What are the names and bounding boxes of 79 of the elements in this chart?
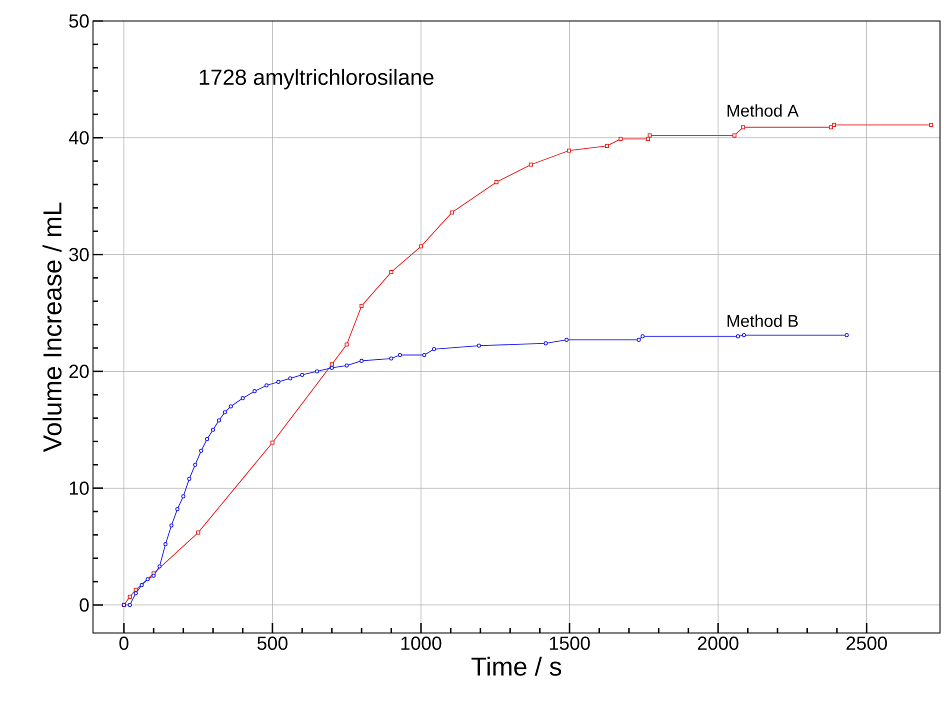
- point: [640, 334, 645, 338]
- point: [300, 372, 304, 377]
- point: [742, 333, 746, 338]
- point: [618, 136, 623, 141]
- point: [418, 244, 424, 248]
- point: [169, 523, 174, 528]
- x-tick-label: 2500: [846, 636, 887, 650]
- point: [128, 602, 132, 607]
- point: [389, 356, 394, 361]
- point: [828, 125, 834, 130]
- point: [181, 494, 186, 498]
- point: [163, 542, 168, 546]
- series-label: Method A: [728, 104, 799, 117]
- point: [736, 334, 740, 338]
- y-tick-label: 20: [69, 364, 89, 378]
- x-axis-title: Time / s: [472, 656, 562, 676]
- series-label: Method B: [728, 314, 798, 327]
- point: [205, 437, 210, 442]
- point: [422, 352, 426, 358]
- point: [344, 342, 349, 347]
- x-tick-label: 0: [119, 636, 128, 650]
- point: [646, 136, 650, 141]
- y-tick-label: 30: [69, 248, 89, 262]
- point: [432, 347, 436, 352]
- point: [389, 270, 394, 274]
- point: [252, 389, 257, 394]
- point: [196, 530, 200, 535]
- point: [344, 363, 349, 368]
- point: [199, 448, 204, 453]
- point: [146, 577, 150, 582]
- point: [264, 383, 269, 388]
- y-axis-title: Volume Increase / mL: [42, 202, 62, 452]
- x-tick-label: 1000: [401, 636, 442, 650]
- point: [450, 210, 454, 215]
- point: [152, 574, 156, 578]
- y-tick-label: 0: [80, 598, 89, 612]
- point: [476, 344, 481, 348]
- point: [228, 404, 233, 408]
- point: [564, 338, 569, 342]
- point: [134, 588, 138, 592]
- point: [128, 594, 132, 599]
- y-tick-label: 50: [69, 14, 89, 28]
- point: [222, 410, 227, 414]
- point: [528, 162, 533, 167]
- point: [134, 591, 138, 596]
- point: [210, 428, 216, 432]
- point: [604, 144, 610, 148]
- point: [494, 180, 498, 184]
- x-tick-label: 500: [257, 636, 288, 650]
- point: [929, 122, 934, 127]
- point: [732, 133, 736, 138]
- x-tick-label: 2000: [698, 636, 738, 650]
- point: [140, 583, 144, 588]
- point: [158, 564, 162, 568]
- point: [636, 338, 641, 342]
- y-tick-label: 40: [68, 131, 89, 144]
- point: [398, 352, 402, 358]
- point: [240, 396, 245, 400]
- point: [648, 133, 652, 138]
- point: [193, 462, 198, 467]
- point: [360, 304, 364, 308]
- point: [741, 125, 746, 130]
- point: [566, 148, 571, 153]
- y-tick-label: 10: [70, 481, 89, 495]
- point: [216, 418, 222, 422]
- point: [844, 333, 849, 338]
- point: [270, 440, 274, 445]
- annotation: 1728 amyltrichlorosilane: [200, 68, 434, 90]
- x-tick-label: 1500: [550, 636, 590, 650]
- point: [832, 122, 836, 127]
- point: [187, 476, 192, 481]
- point: [276, 380, 280, 384]
- point: [288, 376, 292, 380]
- point: [330, 362, 334, 366]
- point: [360, 358, 364, 363]
- point: [314, 369, 320, 374]
- point: [330, 366, 334, 370]
- point: [544, 341, 548, 346]
- point: [175, 507, 180, 512]
